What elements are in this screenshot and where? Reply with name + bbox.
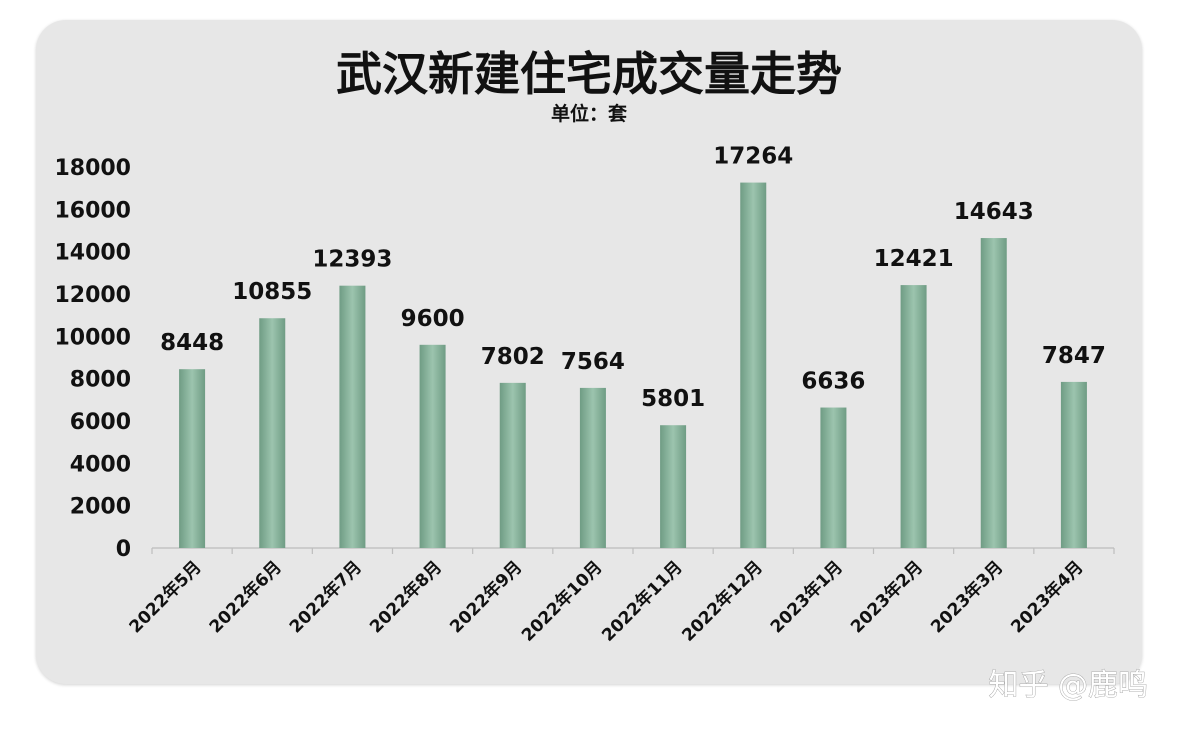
x-tick-label: 2022年12月 (678, 557, 767, 646)
bar (419, 344, 446, 548)
x-tick-label: 2022年5月 (125, 557, 206, 638)
x-tick-label: 2023年1月 (766, 557, 847, 638)
bar (660, 425, 687, 548)
bar (499, 382, 526, 548)
data-label: 12421 (874, 246, 954, 272)
x-tick-label: 2022年9月 (446, 557, 527, 638)
x-axis-tick-marks (151, 548, 1115, 554)
x-tick-label: 2022年8月 (365, 557, 446, 638)
x-axis-ticks: 2022年5月 2022年6月 2022年7月 2022年8月 2022年9月2022年… (125, 557, 1088, 646)
data-label: 12393 (312, 247, 392, 273)
data-label: 9600 (401, 306, 465, 332)
chart-card (36, 20, 1142, 684)
bar (1060, 381, 1087, 548)
y-tick-label: 6000 (70, 410, 131, 435)
y-tick-label: 12000 (54, 283, 131, 308)
y-tick-label: 4000 (70, 452, 131, 477)
chart-subtitle: 单位：套 (551, 102, 628, 125)
y-tick-label: 8000 (70, 368, 131, 393)
y-axis-ticks: 0 2000 4000 6000 8000 10000 12000 14000 16000 180… (54, 156, 131, 562)
data-label: 10855 (232, 279, 312, 305)
y-tick-label: 2000 (70, 495, 131, 520)
data-label: 7564 (561, 349, 625, 375)
x-tick-label: 2022年10月 (517, 557, 606, 646)
data-label: 8448 (160, 330, 224, 356)
x-tick-label: 2022年6月 (205, 557, 286, 638)
data-label: 7802 (481, 344, 545, 370)
data-label: 5801 (641, 386, 705, 412)
y-tick-label: 14000 (54, 241, 131, 266)
x-tick-label: 2023年4月 (1007, 557, 1088, 638)
bar (259, 318, 286, 548)
y-tick-label: 16000 (54, 198, 131, 223)
data-label: 7847 (1042, 343, 1106, 369)
bar (740, 182, 767, 548)
bar (900, 285, 927, 548)
chart-title: 武汉新建住宅成交量走势 (336, 47, 842, 101)
data-label: 6636 (801, 369, 865, 395)
x-tick-label: 2023年2月 (846, 557, 927, 638)
bar (339, 285, 366, 548)
data-label: 17264 (713, 144, 793, 170)
x-tick-label: 2022年7月 (285, 557, 366, 638)
bars-group (179, 182, 1087, 548)
y-tick-label: 10000 (54, 325, 131, 350)
data-label: 14643 (954, 199, 1034, 225)
x-tick-label: 2023年3月 (927, 557, 1008, 638)
bar (820, 407, 847, 548)
x-tick-label: 2022年11月 (598, 557, 687, 646)
bar (980, 238, 1007, 548)
bar (179, 369, 206, 548)
y-tick-label: 18000 (54, 156, 131, 181)
y-tick-label: 0 (116, 537, 131, 562)
bar (579, 387, 606, 548)
watermark: 知乎 @鹿鸣 (988, 668, 1148, 703)
